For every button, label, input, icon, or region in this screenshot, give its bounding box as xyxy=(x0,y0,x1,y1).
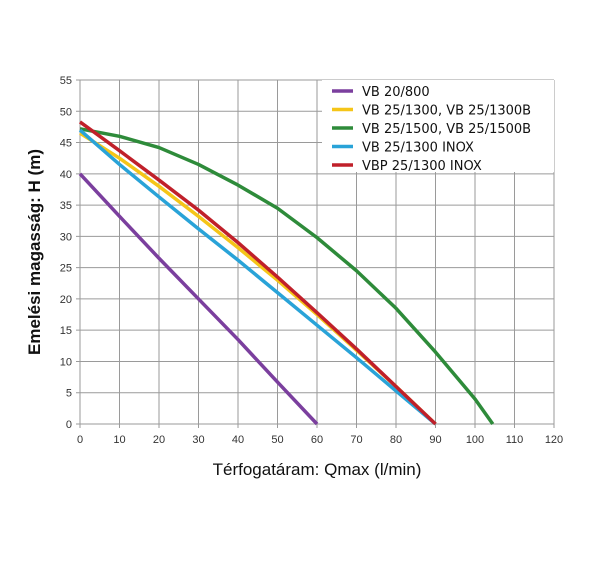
x-tick-label: 80 xyxy=(390,434,402,446)
y-tick-label: 0 xyxy=(66,419,72,431)
legend-label: VBP 25/1300 INOX xyxy=(362,159,482,174)
series-line-2 xyxy=(79,127,495,426)
legend: VB 20/800 VB 25/1300, VB 25/1300B VB 25/15… xyxy=(332,85,531,174)
legend-box xyxy=(322,80,554,172)
x-tick-label: 120 xyxy=(545,434,563,446)
x-tick-label: 20 xyxy=(153,434,165,446)
legend-label: VB 25/1500, VB 25/1500B xyxy=(362,122,531,137)
y-tick-label: 40 xyxy=(60,169,72,181)
y-tick-label: 20 xyxy=(60,294,72,306)
x-tick-label: 60 xyxy=(311,434,323,446)
y-tick-label: 50 xyxy=(60,106,72,118)
y-tick-label: 5 xyxy=(66,388,72,400)
x-axis-title: Térfogatáram: Qmax (l/min) xyxy=(213,460,422,479)
tick-labels: 0 10 20 30 40 50 60 70 80 90 100 110 120 0 5 10 15 20 25 30… xyxy=(60,75,563,446)
x-tick-label: 10 xyxy=(113,434,125,446)
y-axis-title: Emelési magasság: H (m) xyxy=(25,149,44,355)
x-tick-label: 90 xyxy=(429,434,441,446)
y-tick-label: 15 xyxy=(60,325,72,337)
y-tick-label: 55 xyxy=(60,75,72,87)
x-tick-label: 0 xyxy=(77,434,83,446)
x-tick-label: 40 xyxy=(232,434,244,446)
series-lines xyxy=(78,120,495,426)
legend-label: VB 20/800 xyxy=(362,85,430,100)
y-tick-label: 35 xyxy=(60,200,72,212)
x-tick-label: 30 xyxy=(192,434,204,446)
series-line-4 xyxy=(78,120,437,426)
x-tick-label: 100 xyxy=(466,434,484,446)
y-tick-label: 10 xyxy=(60,356,72,368)
x-tick-label: 70 xyxy=(350,434,362,446)
y-tick-label: 45 xyxy=(60,138,72,150)
x-tick-label: 110 xyxy=(506,434,524,446)
legend-label: VB 25/1300, VB 25/1300B xyxy=(362,104,531,119)
y-tick-label: 25 xyxy=(60,263,72,275)
x-tick-label: 50 xyxy=(271,434,283,446)
y-tick-label: 30 xyxy=(60,231,72,243)
series-line-0 xyxy=(78,172,319,426)
legend-label: VB 25/1300 INOX xyxy=(362,141,474,156)
series-line-3 xyxy=(78,128,437,426)
